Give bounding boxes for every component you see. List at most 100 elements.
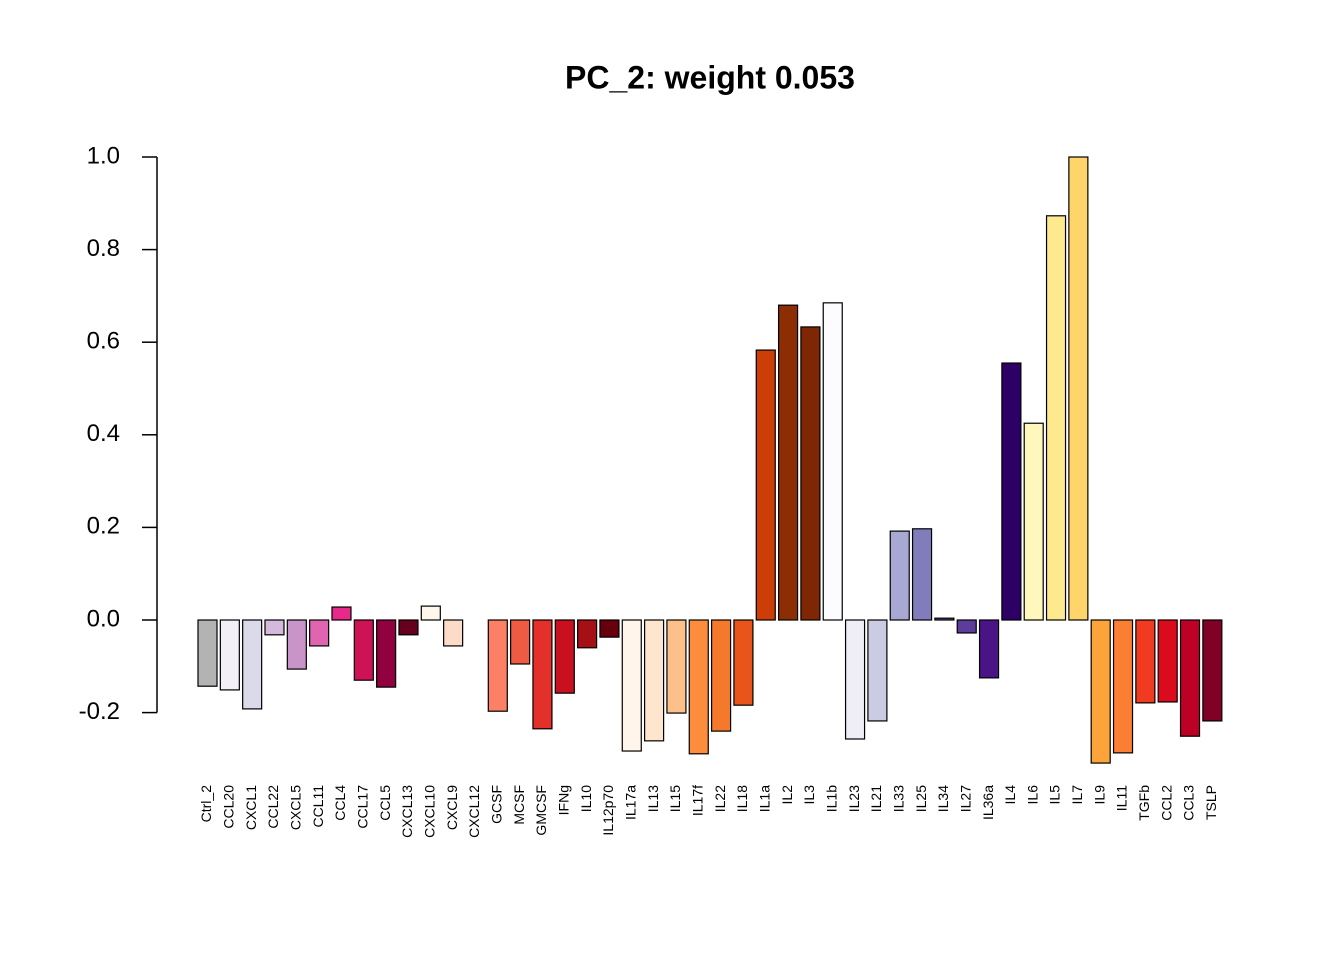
- bar: [1135, 619, 1156, 704]
- x-tick-label: IL23: [846, 785, 862, 812]
- bar: [1179, 619, 1201, 737]
- x-tick-label: IL6: [1024, 785, 1040, 805]
- x-tick-label: CCL22: [265, 785, 281, 829]
- x-tick-label: CXCL1: [243, 785, 259, 830]
- bar: [1068, 156, 1089, 621]
- bar: [889, 530, 910, 621]
- bar: [956, 619, 977, 634]
- bar: [844, 619, 866, 740]
- x-tick-label: IL9: [1091, 785, 1107, 805]
- bar: [554, 619, 575, 694]
- x-tick-label: IL17f: [689, 785, 705, 816]
- bar: [487, 619, 508, 712]
- x-tick-label: IL2: [779, 785, 795, 805]
- x-tick-label: IL5: [1047, 785, 1063, 805]
- x-tick-label: CXCL10: [422, 785, 438, 838]
- bar: [934, 617, 955, 621]
- x-tick-label: CCL3: [1181, 785, 1197, 821]
- x-tick-label: CXCL12: [466, 785, 482, 838]
- x-tick-label: IL33: [890, 785, 906, 812]
- bar: [309, 619, 330, 647]
- x-tick-label: CCL17: [355, 785, 371, 829]
- bar: [710, 619, 732, 732]
- bar: [1045, 215, 1067, 621]
- x-tick-label: IL11: [1114, 785, 1130, 811]
- x-tick-label: CXCL9: [444, 785, 460, 830]
- chart-title: PC_2: weight 0.053: [565, 59, 855, 95]
- bar: [978, 619, 1000, 679]
- x-tick-label: IL12p70: [600, 785, 616, 836]
- x-tick-label: CCL5: [377, 785, 393, 821]
- x-tick-label: IL21: [868, 785, 884, 812]
- bar: [822, 302, 843, 621]
- x-tick-label: IL27: [957, 785, 973, 812]
- x-tick-label: IFNg: [555, 785, 571, 815]
- y-tick-label: 0.0: [87, 605, 120, 632]
- y-tick-label: 0.6: [87, 328, 120, 355]
- x-tick-label: IL18: [734, 785, 750, 812]
- bar: [666, 619, 687, 714]
- x-tick-label: IL34: [935, 785, 951, 812]
- x-tick-label: IL3: [801, 785, 817, 805]
- bar: [264, 619, 285, 636]
- bar: [1023, 422, 1044, 621]
- y-tick-label: -0.2: [79, 698, 120, 725]
- x-tick-label: IL7: [1069, 785, 1085, 805]
- bar: [219, 619, 240, 691]
- bar: [1202, 619, 1223, 722]
- y-tick-label: 0.8: [87, 235, 120, 262]
- bar: [532, 619, 553, 730]
- x-tick-label: CXCL13: [399, 785, 415, 838]
- y-tick-label: 0.2: [87, 513, 120, 540]
- x-tick-label: CCL2: [1158, 785, 1174, 821]
- x-tick-label: CXCL5: [288, 785, 304, 830]
- bar: [1090, 619, 1111, 764]
- x-tick-label: TGFb: [1136, 785, 1152, 821]
- x-tick-label: IL36a: [980, 785, 996, 820]
- bar: [621, 619, 642, 752]
- bar: [643, 619, 665, 742]
- x-tick-label: IL17a: [622, 785, 638, 820]
- bar: [376, 619, 397, 688]
- x-tick-label: CCL4: [332, 785, 348, 821]
- x-tick-label: IL4: [1002, 785, 1018, 805]
- x-tick-label: IL13: [645, 785, 661, 812]
- bar: [755, 349, 776, 621]
- bar: [443, 619, 464, 647]
- x-tick-label: IL15: [667, 785, 683, 812]
- bar: [197, 619, 218, 687]
- x-tick-label: GMCSF: [533, 785, 549, 836]
- bar: [577, 619, 598, 649]
- bar: [510, 619, 531, 665]
- bar: [1157, 619, 1178, 703]
- x-tick-label: IL10: [578, 785, 594, 812]
- bar: [286, 619, 307, 670]
- x-tick-label: CCL11: [310, 785, 326, 828]
- bar: [398, 619, 419, 636]
- bar: [1001, 362, 1022, 621]
- bar: [242, 619, 263, 710]
- bar: [331, 606, 352, 621]
- bar: [599, 619, 620, 638]
- x-tick-label: MCSF: [511, 785, 527, 825]
- bar: [867, 619, 888, 722]
- bar: [420, 605, 441, 621]
- x-tick-label: IL1b: [823, 785, 839, 812]
- x-tick-label: Ctrl_2: [198, 785, 214, 823]
- x-tick-label: IL25: [913, 785, 929, 812]
- y-tick-label: 0.4: [87, 420, 120, 447]
- x-tick-label: GCSF: [488, 785, 504, 824]
- x-tick-label: IL1a: [756, 785, 772, 812]
- x-tick-label: CCL20: [221, 785, 237, 829]
- x-tick-label: IL22: [712, 785, 728, 812]
- bar: [688, 619, 709, 755]
- bar: [777, 304, 799, 621]
- y-tick-label: 1.0: [87, 142, 120, 169]
- bar: [733, 619, 754, 706]
- bar: [1112, 619, 1134, 754]
- x-tick-label: TSLP: [1203, 785, 1219, 820]
- bar: [800, 326, 821, 621]
- bar: [911, 528, 933, 621]
- bar: [353, 619, 374, 681]
